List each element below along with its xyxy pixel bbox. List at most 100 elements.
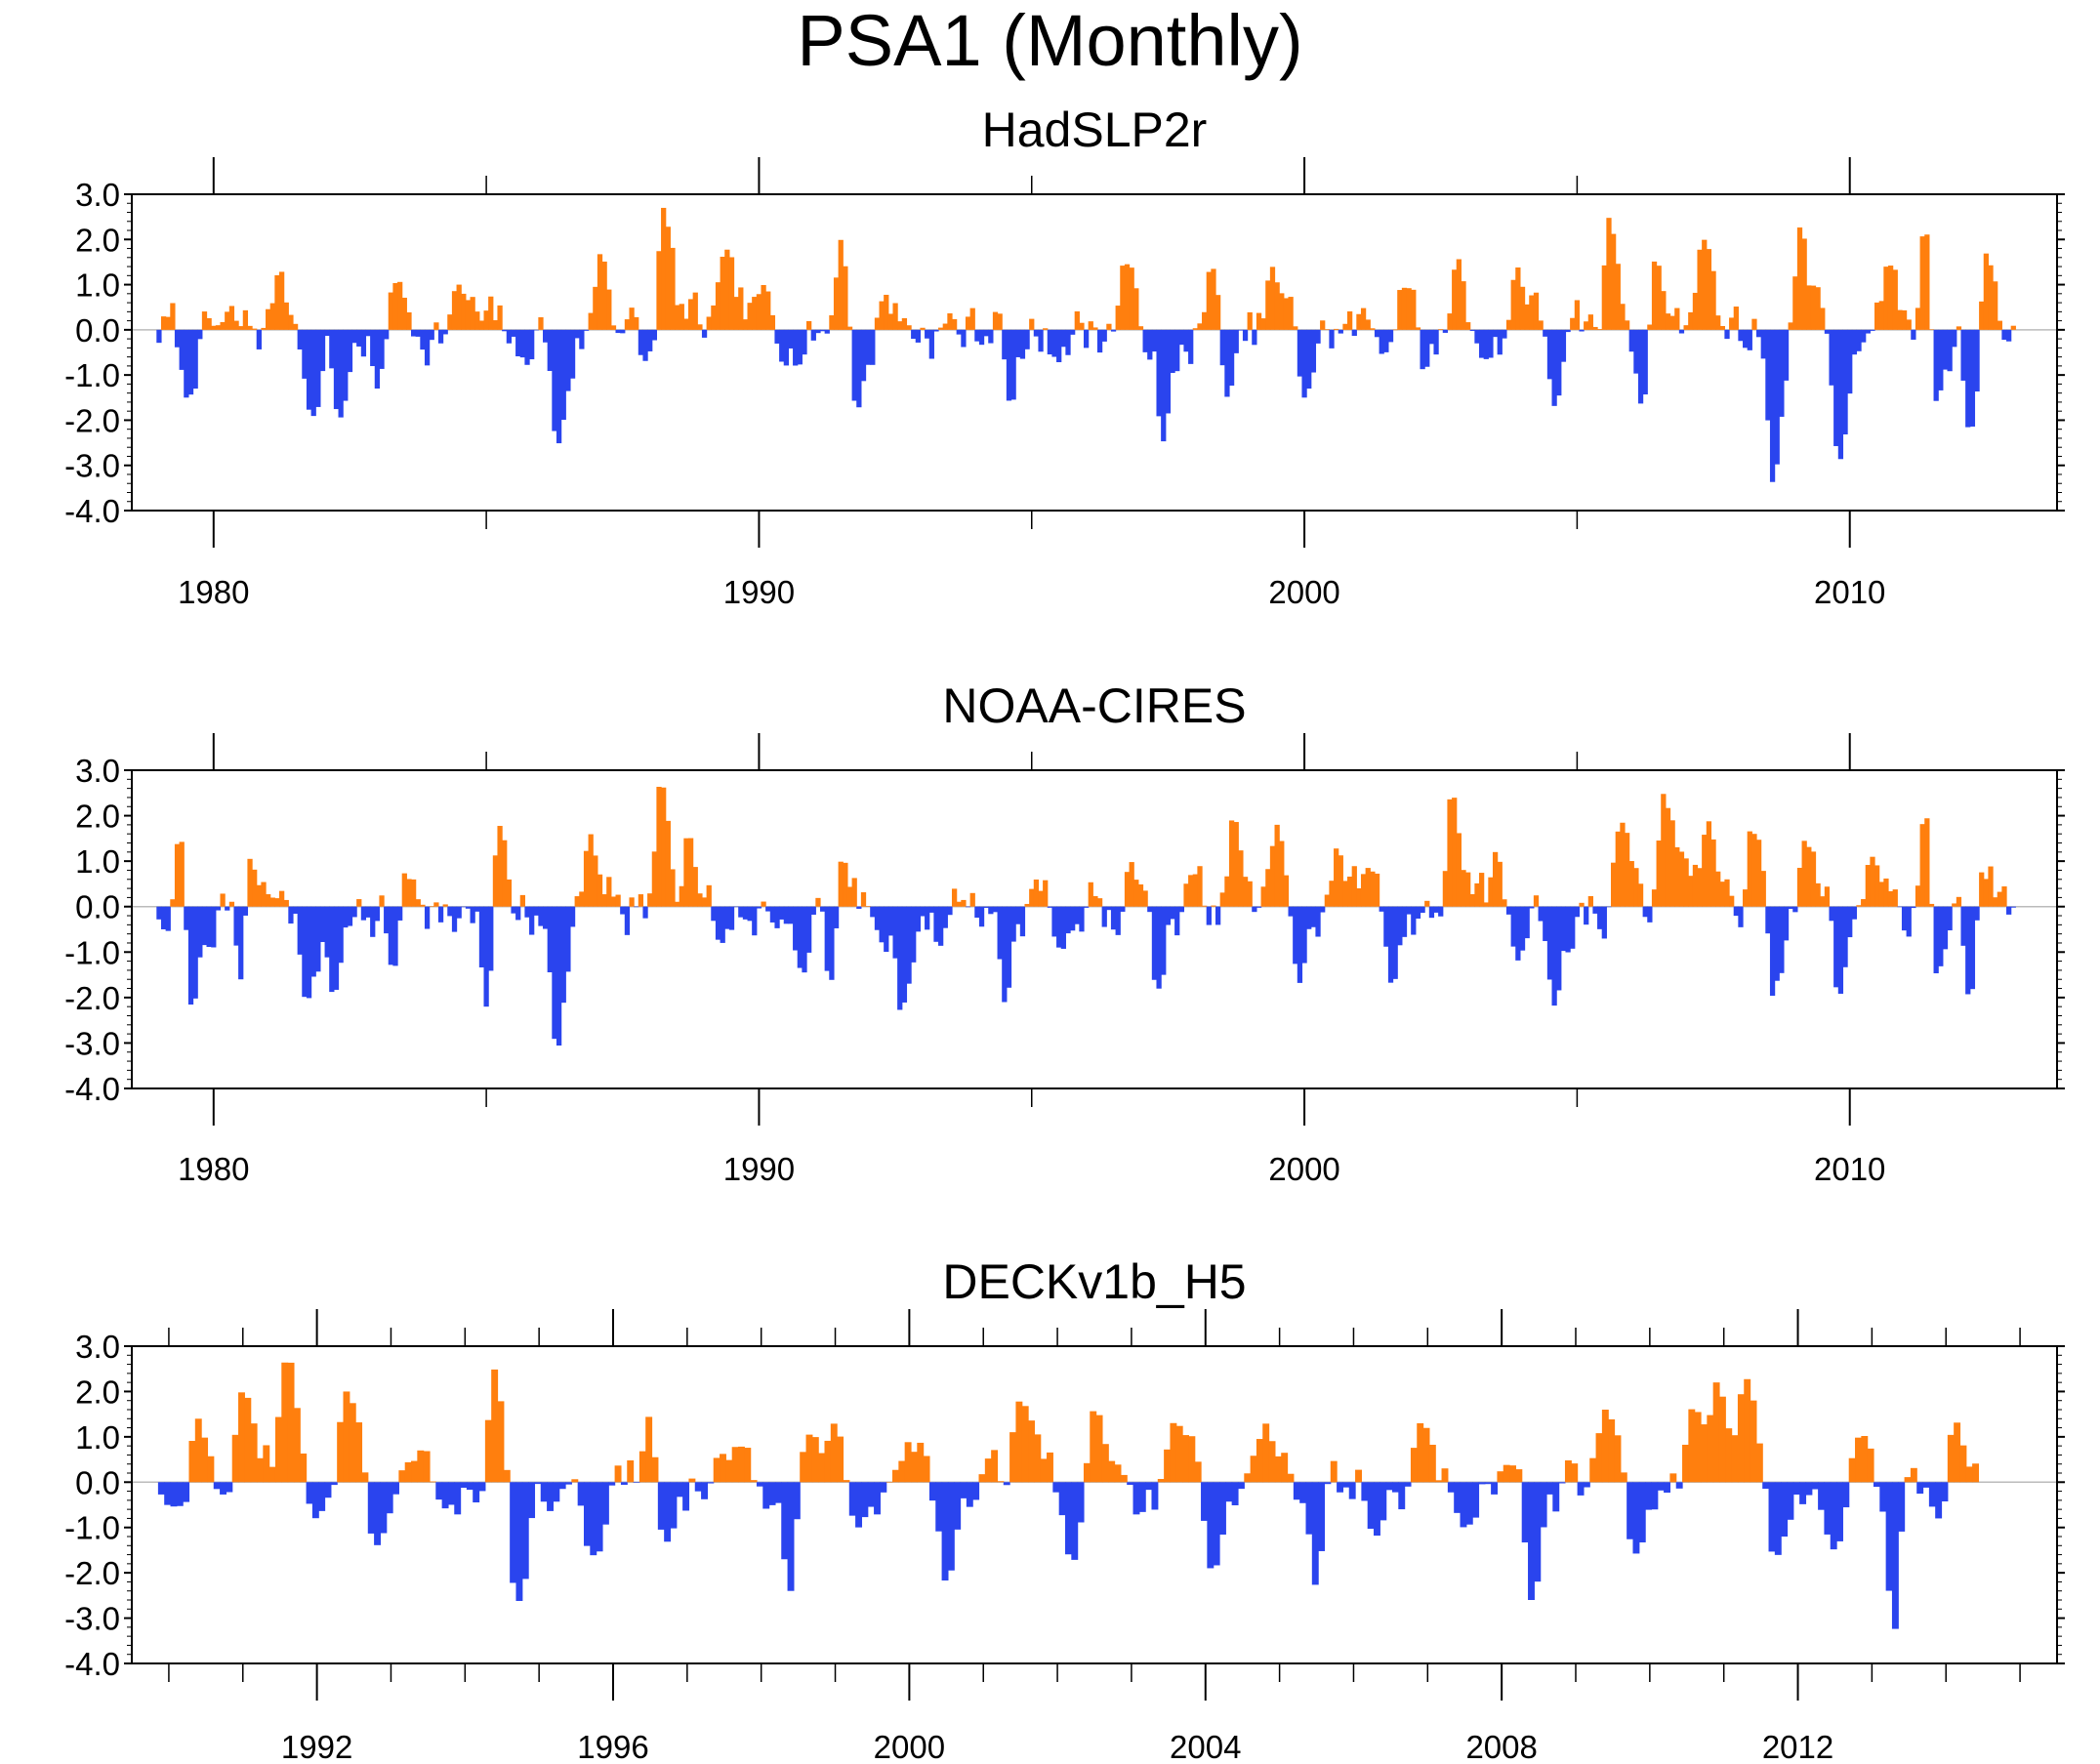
bar-negative [978,329,985,346]
bar-negative [1565,329,1571,333]
bar-positive [170,899,176,907]
bar-negative [470,906,475,923]
bar-negative [1488,329,1494,358]
panel-title: HadSLP2r [982,103,1208,157]
bar-negative [966,1482,973,1507]
bar-negative [1579,329,1585,332]
bar-negative [447,906,453,917]
bar-positive [1988,265,1994,330]
bar-positive [865,906,871,907]
bar-positive [1279,841,1285,907]
bar-negative [779,329,785,362]
bar-negative [1543,906,1548,942]
bar-negative [774,329,780,344]
bar-negative [2010,906,2016,908]
bar-negative [478,906,485,967]
bar-positive [1620,1472,1627,1483]
bar-negative [1315,329,1321,344]
bar-negative [752,906,758,936]
bar-negative [192,906,198,999]
bar-negative [1219,329,1225,366]
bar-negative [874,906,881,930]
bar-positive [242,309,249,330]
bar-positive [747,303,753,330]
y-tick-label: -3.0 [64,448,120,484]
bar-negative [956,329,962,335]
bar-negative [1768,1482,1776,1552]
bar-negative [1833,329,1839,446]
bar-positive [1365,319,1371,330]
bar-positive [174,843,181,907]
bar-positive [1887,890,1894,907]
bar-negative [1006,329,1012,401]
bar-negative [179,329,185,370]
bar-negative [543,329,549,343]
bar-negative [861,1482,869,1518]
bar-negative [379,329,385,369]
bar-negative [1922,1482,1930,1488]
bar-positive [252,328,258,330]
bar-positive [406,879,412,907]
bar-positive [1265,869,1271,907]
bar-negative [742,906,749,920]
bar-positive [887,313,894,330]
bar-negative [577,1482,585,1506]
bar-positive [1665,807,1671,907]
bar-positive [942,323,948,330]
bar-negative [787,1482,795,1591]
bar-negative [1675,1482,1683,1489]
bar-positive [423,1451,431,1483]
bar-positive [951,318,958,330]
bar-negative [1879,1482,1887,1512]
bar-negative [1361,1482,1369,1501]
bar-positive [1074,310,1080,330]
bar-negative [1960,906,1966,946]
bar-positive [165,316,171,330]
bar-negative [515,329,521,356]
bar-positive [1242,877,1249,907]
bar-positive [1324,894,1330,907]
bar-positive [1915,885,1921,907]
bar-negative [711,906,717,922]
bar-negative [1391,1482,1399,1493]
bar-positive [349,1403,356,1483]
bar-negative [1897,906,1903,908]
bar-negative [1060,329,1066,348]
bar-negative [856,906,862,909]
y-tick-label: 3.0 [75,1329,120,1365]
bar-positive [1250,1456,1257,1483]
bar-negative [608,1482,616,1486]
bar-negative [1842,329,1848,435]
bar-negative [1228,329,1235,387]
bar-negative [1329,329,1335,349]
bar-positive [815,897,821,907]
bar-negative [397,906,403,921]
bar-negative [1769,329,1776,482]
bar-negative [1201,1482,1208,1521]
bar-negative [1574,906,1581,918]
bar-negative [694,1482,702,1492]
bar-positive [1878,882,1884,907]
bar-negative [1647,906,1653,923]
y-tick-label: 0.0 [75,889,120,925]
bar-negative [1545,1482,1553,1495]
bar-negative [424,906,431,929]
bar-positive [1620,822,1626,907]
bar-negative [1743,329,1749,349]
bar-negative [961,329,967,348]
bar-negative [765,906,771,912]
bar-positive [1601,265,1607,330]
bar-positive [1744,1378,1751,1483]
bar-negative [297,329,303,349]
bar-negative [473,1482,480,1503]
bar-positive [1725,1428,1733,1483]
bar-positive [1820,896,1826,907]
bar-negative [1315,906,1321,937]
bar-positive [1928,903,1935,907]
bar-positive [433,322,439,330]
bar-negative [374,329,381,390]
bar-positive [411,1460,418,1483]
bar-positive [670,247,676,330]
bar-negative [1911,906,1916,909]
bar-positive [697,324,703,330]
